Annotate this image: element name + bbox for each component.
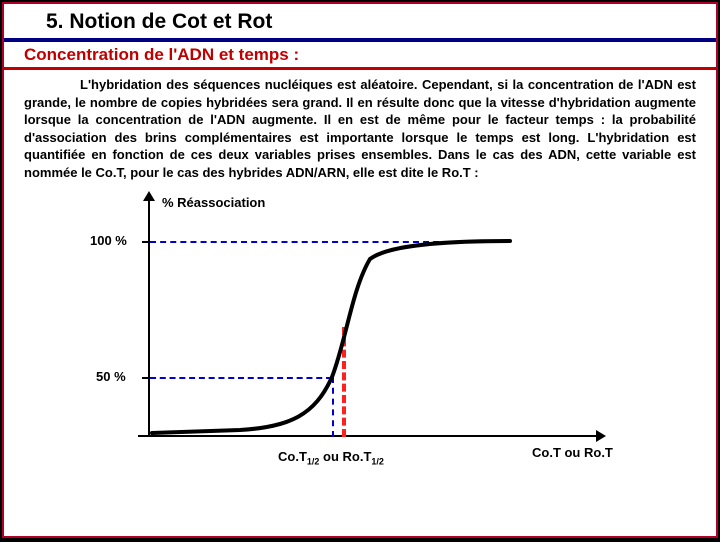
x-half-label-s1: 1/2 [307,457,320,467]
x-half-label-s2: 1/2 [371,457,384,467]
slide-title: 5. Notion de Cot et Rot [4,4,716,42]
body-paragraph: L'hybridation des séquences nucléiques e… [4,70,716,189]
chart-container: % Réassociation Co.T ou Ro.T 100 % 50 % … [4,189,716,536]
x-half-label: Co.T1/2 ou Ro.T1/2 [278,449,384,467]
s-curve [152,241,510,433]
reassociation-curve-chart: % Réassociation Co.T ou Ro.T 100 % 50 % … [40,189,680,477]
body-paragraph-text: L'hybridation des séquences nucléiques e… [24,77,696,180]
x-half-label-a: Co.T [278,449,307,464]
curve-svg [40,189,680,477]
slide-subtitle: Concentration de l'ADN et temps : [4,42,716,70]
x-half-label-mid: ou Ro.T [319,449,371,464]
slide: 5. Notion de Cot et Rot Concentration de… [2,2,718,538]
